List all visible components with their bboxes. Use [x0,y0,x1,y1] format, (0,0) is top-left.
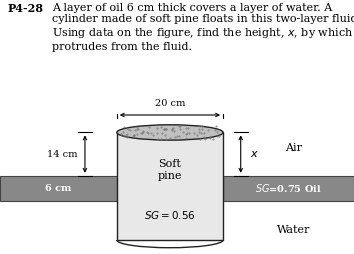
Ellipse shape [117,125,223,140]
Text: Soft
pine: Soft pine [158,159,182,181]
Text: P4-28: P4-28 [7,3,43,13]
Text: 20 cm: 20 cm [155,99,185,108]
Text: $SG = 0.56$: $SG = 0.56$ [144,209,196,221]
Text: $SG$=0.75 Oil: $SG$=0.75 Oil [255,182,322,194]
Text: Water: Water [277,225,310,235]
Bar [117,133,223,240]
Text: 14 cm: 14 cm [47,150,78,158]
Bar [0,176,117,201]
Bar [223,176,354,201]
Text: 6 cm: 6 cm [45,184,72,193]
Text: Air: Air [285,143,302,153]
Text: $x$: $x$ [250,149,258,159]
Text: A layer of oil 6 cm thick covers a layer of water. A
cylinder made of soft pine : A layer of oil 6 cm thick covers a layer… [52,3,354,52]
